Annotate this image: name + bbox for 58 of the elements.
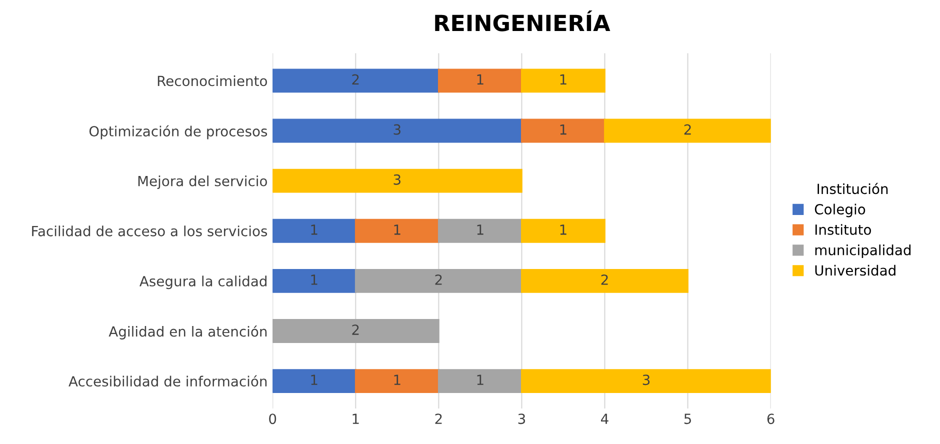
data-label: 1 [311, 224, 318, 235]
bar [438, 68, 522, 93]
x-tick-label: 2 [435, 414, 442, 424]
data-label: 1 [560, 124, 566, 135]
data-label: 1 [311, 374, 318, 385]
legend-label: municipalidad [815, 244, 911, 258]
data-label: 3 [394, 174, 400, 185]
bar [272, 268, 356, 293]
data-label: 2 [435, 274, 442, 285]
bar [272, 168, 522, 193]
x-tick-label: 6 [767, 414, 774, 424]
data-label: 1 [394, 224, 400, 235]
y-tick-label: Facilidad de acceso a los servicios [32, 226, 268, 236]
bar [521, 369, 771, 394]
data-label: 2 [601, 274, 608, 285]
bar [272, 68, 440, 93]
data-label: 3 [394, 124, 400, 135]
data-label: 3 [642, 374, 650, 386]
bar [354, 369, 440, 394]
data-label: 1 [477, 74, 484, 85]
legend-label: Universidad [815, 264, 896, 276]
bar [354, 218, 440, 243]
y-tick-label: Asegura la calidad [140, 276, 266, 290]
bar [272, 118, 522, 143]
y-tick-label: Agilidad en la atención [108, 325, 267, 340]
data-label: 1 [477, 374, 484, 385]
y-tick-label: Mejora del servicio [138, 176, 267, 189]
y-tick-label: Optimización de procesos [89, 125, 268, 140]
bar [438, 369, 522, 394]
data-label: 1 [560, 224, 566, 235]
legend-label: Instituto [815, 224, 871, 235]
bar [272, 319, 440, 343]
legend-label: Colegio [814, 204, 866, 218]
data-label: 1 [311, 274, 318, 285]
bar [272, 369, 356, 394]
bar [521, 268, 688, 293]
data-label: 1 [394, 374, 400, 385]
x-tick-label: 1 [352, 414, 359, 424]
data-label: 2 [352, 74, 359, 85]
bar [272, 218, 356, 243]
chart-title: REINGENIERÍA [435, 10, 610, 32]
data-label: 2 [684, 124, 691, 135]
y-tick-label: Reconocimiento [158, 75, 267, 86]
bar [521, 118, 606, 143]
x-tick-label: 5 [684, 414, 691, 424]
bar [354, 268, 522, 293]
data-label: 1 [560, 74, 566, 85]
bar [521, 68, 606, 93]
x-tick-label: 3 [518, 414, 526, 424]
x-tick-label: 0 [269, 414, 276, 424]
legend-title: Institución [818, 182, 888, 194]
data-label: 1 [477, 224, 484, 235]
x-tick-label: 4 [600, 414, 608, 424]
bar [438, 218, 522, 243]
y-tick-label: Accesibilidad de información [68, 375, 267, 387]
bar [604, 118, 771, 143]
bar [521, 218, 606, 243]
data-label: 2 [352, 324, 359, 335]
